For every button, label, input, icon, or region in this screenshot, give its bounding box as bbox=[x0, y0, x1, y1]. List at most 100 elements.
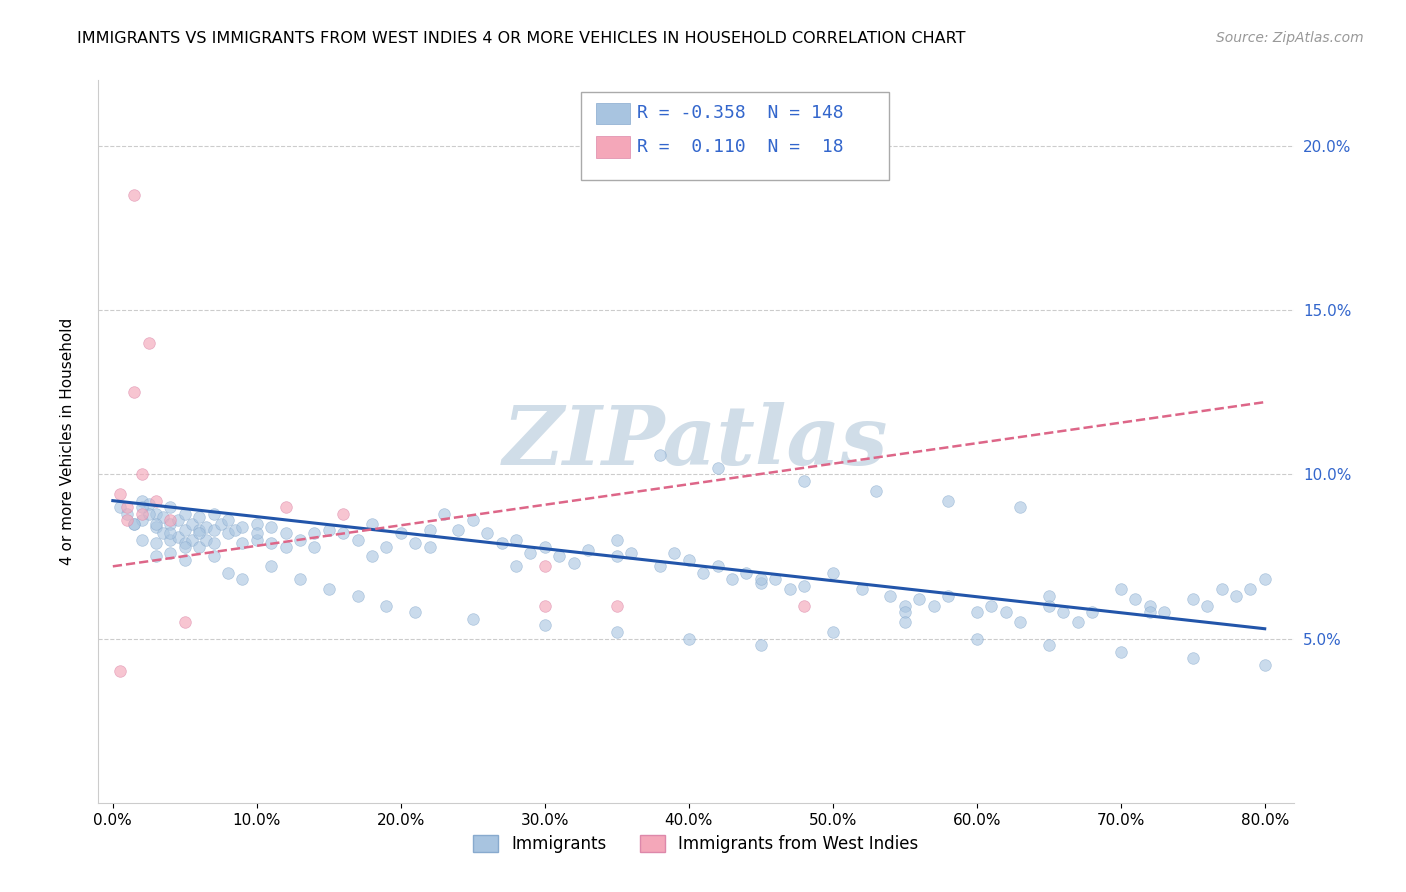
Point bbox=[246, 526, 269, 541]
Point bbox=[304, 540, 326, 554]
Point bbox=[131, 533, 153, 547]
Point bbox=[217, 566, 239, 580]
Point bbox=[217, 526, 239, 541]
Point bbox=[361, 549, 384, 564]
Point bbox=[173, 553, 195, 567]
Point bbox=[1066, 615, 1088, 630]
Point bbox=[533, 559, 555, 574]
Point bbox=[606, 599, 628, 613]
Point bbox=[145, 516, 167, 531]
Point bbox=[375, 599, 398, 613]
Point bbox=[159, 513, 181, 527]
Point bbox=[1181, 592, 1204, 607]
Point bbox=[821, 566, 844, 580]
Point bbox=[505, 559, 527, 574]
Point bbox=[159, 533, 181, 547]
Point bbox=[217, 513, 239, 527]
Point bbox=[793, 579, 815, 593]
Point bbox=[152, 526, 174, 541]
Legend: Immigrants, Immigrants from West Indies: Immigrants, Immigrants from West Indies bbox=[467, 828, 925, 860]
Point bbox=[332, 526, 354, 541]
Point bbox=[491, 536, 513, 550]
Point bbox=[1123, 592, 1146, 607]
Point bbox=[1211, 582, 1233, 597]
Point bbox=[1153, 605, 1175, 619]
Point bbox=[706, 559, 728, 574]
Point bbox=[246, 516, 269, 531]
Point bbox=[181, 516, 204, 531]
Point bbox=[404, 605, 426, 619]
Point bbox=[821, 625, 844, 640]
Text: IMMIGRANTS VS IMMIGRANTS FROM WEST INDIES 4 OR MORE VEHICLES IN HOUSEHOLD CORREL: IMMIGRANTS VS IMMIGRANTS FROM WEST INDIE… bbox=[77, 31, 966, 46]
Point bbox=[115, 513, 138, 527]
Point bbox=[1254, 573, 1277, 587]
Point bbox=[304, 526, 326, 541]
Point bbox=[749, 575, 772, 590]
Point bbox=[115, 500, 138, 515]
Point bbox=[505, 533, 527, 547]
Point bbox=[779, 582, 801, 597]
Point bbox=[533, 540, 555, 554]
Point bbox=[548, 549, 571, 564]
Point bbox=[145, 520, 167, 534]
Point bbox=[138, 336, 160, 351]
Text: R =  0.110  N =  18: R = 0.110 N = 18 bbox=[637, 138, 844, 156]
Point bbox=[533, 618, 555, 632]
Point bbox=[124, 516, 146, 531]
Point bbox=[131, 507, 153, 521]
Point bbox=[1081, 605, 1104, 619]
Point bbox=[173, 540, 195, 554]
Point bbox=[145, 493, 167, 508]
Point bbox=[606, 533, 628, 547]
Point bbox=[419, 540, 441, 554]
Point bbox=[288, 533, 311, 547]
Point bbox=[419, 523, 441, 537]
Point bbox=[124, 188, 146, 202]
Point bbox=[893, 605, 915, 619]
Point bbox=[576, 542, 599, 557]
Point bbox=[138, 507, 160, 521]
Point bbox=[461, 612, 484, 626]
Point bbox=[260, 536, 283, 550]
Point bbox=[152, 510, 174, 524]
Point bbox=[166, 513, 188, 527]
Text: ZIPatlas: ZIPatlas bbox=[503, 401, 889, 482]
Point bbox=[231, 536, 253, 550]
Point bbox=[231, 520, 253, 534]
Point bbox=[195, 533, 218, 547]
Point bbox=[922, 599, 945, 613]
Point bbox=[793, 474, 815, 488]
Point bbox=[346, 533, 368, 547]
Point bbox=[1139, 605, 1161, 619]
Point bbox=[124, 516, 146, 531]
Point bbox=[562, 556, 585, 570]
Point bbox=[1109, 582, 1132, 597]
Point bbox=[1239, 582, 1261, 597]
Point bbox=[749, 638, 772, 652]
Point bbox=[332, 507, 354, 521]
Point bbox=[318, 523, 340, 537]
Point bbox=[936, 589, 959, 603]
Point bbox=[202, 549, 225, 564]
Point bbox=[124, 385, 146, 400]
Point bbox=[477, 526, 499, 541]
Point bbox=[159, 526, 181, 541]
Point bbox=[893, 599, 915, 613]
Point bbox=[188, 523, 211, 537]
Point bbox=[188, 526, 211, 541]
Point bbox=[138, 497, 160, 511]
Point bbox=[131, 513, 153, 527]
Point bbox=[893, 615, 915, 630]
Point bbox=[966, 605, 988, 619]
Text: R = -0.358  N = 148: R = -0.358 N = 148 bbox=[637, 104, 844, 122]
Point bbox=[202, 507, 225, 521]
Point bbox=[231, 573, 253, 587]
Point bbox=[159, 500, 181, 515]
Point bbox=[195, 520, 218, 534]
Point bbox=[209, 516, 232, 531]
Point bbox=[606, 549, 628, 564]
Point bbox=[108, 500, 131, 515]
Point bbox=[108, 665, 131, 679]
Point bbox=[375, 540, 398, 554]
Point bbox=[1008, 500, 1031, 515]
